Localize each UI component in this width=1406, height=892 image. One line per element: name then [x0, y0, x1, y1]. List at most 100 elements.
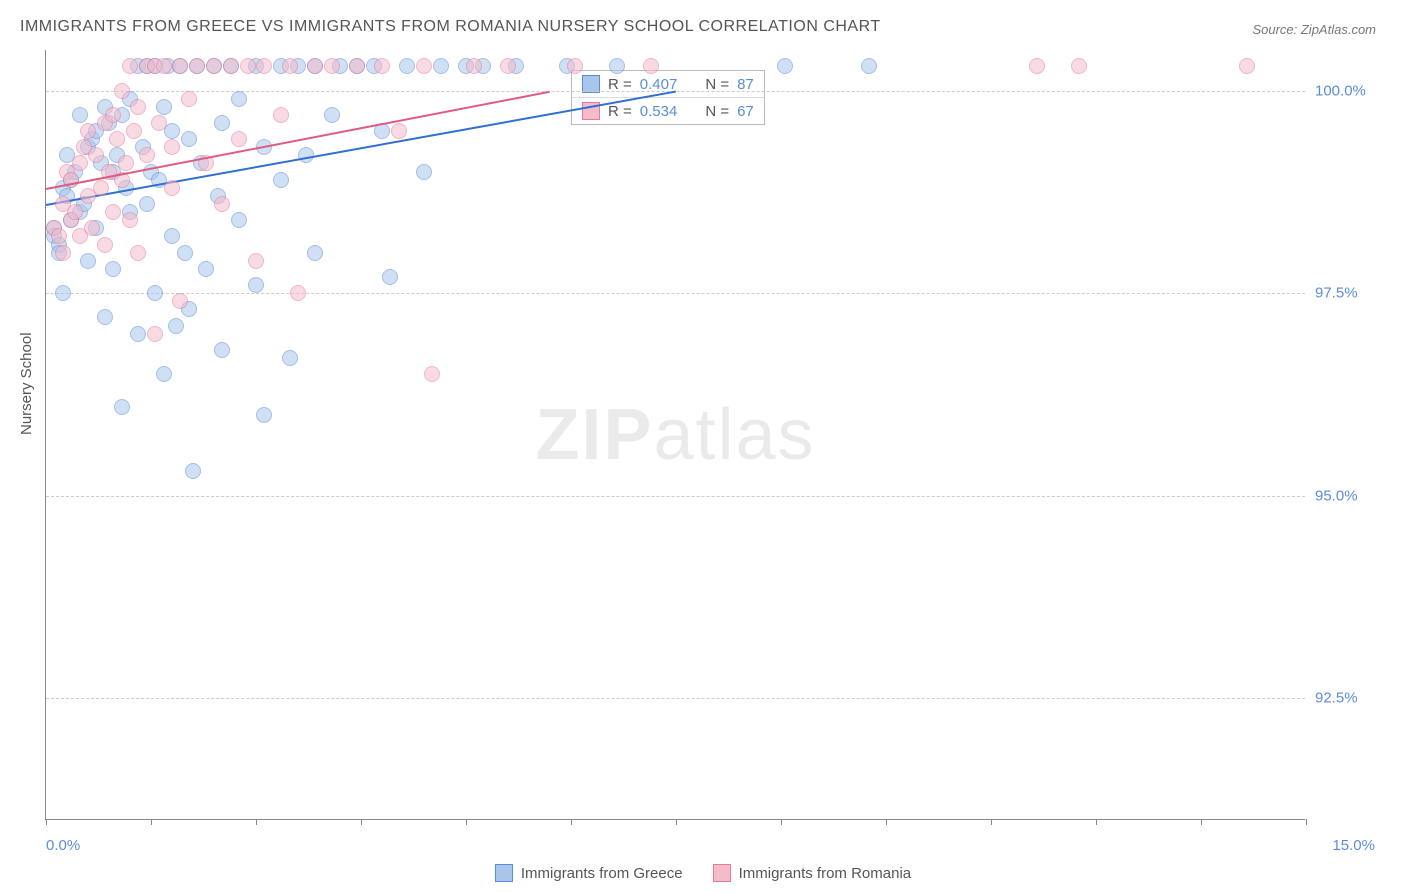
scatter-point — [181, 131, 197, 147]
scatter-point — [164, 139, 180, 155]
scatter-point — [130, 99, 146, 115]
scatter-point — [80, 123, 96, 139]
scatter-point — [643, 58, 659, 74]
scatter-point — [55, 285, 71, 301]
scatter-point — [172, 58, 188, 74]
scatter-point — [433, 58, 449, 74]
scatter-point — [424, 366, 440, 382]
scatter-point — [223, 58, 239, 74]
source-label: Source: ZipAtlas.com — [1252, 22, 1376, 37]
scatter-point — [324, 58, 340, 74]
scatter-point — [109, 131, 125, 147]
scatter-point — [118, 155, 134, 171]
x-tick — [256, 819, 257, 825]
r-label: R = — [608, 103, 632, 120]
scatter-point — [466, 58, 482, 74]
y-tick-label: 100.0% — [1315, 82, 1385, 99]
scatter-point — [391, 123, 407, 139]
scatter-point — [282, 58, 298, 74]
x-max-label: 15.0% — [1332, 837, 1375, 854]
y-tick-label: 92.5% — [1315, 690, 1385, 707]
chart-title: IMMIGRANTS FROM GREECE VS IMMIGRANTS FRO… — [20, 18, 881, 36]
scatter-point — [231, 131, 247, 147]
x-min-label: 0.0% — [46, 837, 80, 854]
scatter-point — [307, 245, 323, 261]
stat-row: R = 0.534 N = 67 — [572, 97, 764, 124]
scatter-point — [80, 253, 96, 269]
scatter-point — [139, 147, 155, 163]
scatter-point — [256, 407, 272, 423]
scatter-point — [1239, 58, 1255, 74]
scatter-point — [172, 293, 188, 309]
scatter-point — [114, 83, 130, 99]
x-tick — [151, 819, 152, 825]
x-tick — [466, 819, 467, 825]
y-axis-label: Nursery School — [18, 332, 35, 435]
scatter-point — [382, 269, 398, 285]
chart-plot-area: ZIPatlas R = 0.407N = 87R = 0.534N = 67 … — [45, 50, 1305, 820]
scatter-point — [164, 180, 180, 196]
gridline — [46, 698, 1305, 699]
scatter-point — [500, 58, 516, 74]
scatter-point — [105, 107, 121, 123]
scatter-point — [181, 91, 197, 107]
scatter-point — [177, 245, 193, 261]
scatter-point — [84, 220, 100, 236]
scatter-point — [273, 172, 289, 188]
scatter-point — [156, 366, 172, 382]
scatter-point — [189, 58, 205, 74]
scatter-point — [1029, 58, 1045, 74]
scatter-point — [168, 318, 184, 334]
scatter-point — [185, 463, 201, 479]
scatter-point — [156, 99, 172, 115]
scatter-point — [416, 58, 432, 74]
scatter-point — [324, 107, 340, 123]
legend-label: Immigrants from Greece — [521, 865, 683, 882]
scatter-point — [147, 326, 163, 342]
r-value: 0.534 — [640, 103, 678, 120]
scatter-point — [231, 91, 247, 107]
n-label: N = — [705, 103, 729, 120]
legend-swatch — [495, 864, 513, 882]
scatter-point — [130, 245, 146, 261]
scatter-point — [231, 212, 247, 228]
scatter-point — [97, 237, 113, 253]
scatter-point — [214, 115, 230, 131]
x-tick — [46, 819, 47, 825]
gridline — [46, 293, 1305, 294]
x-tick — [571, 819, 572, 825]
scatter-point — [97, 309, 113, 325]
n-value: 67 — [737, 103, 754, 120]
scatter-point — [156, 58, 172, 74]
scatter-point — [105, 204, 121, 220]
scatter-point — [114, 399, 130, 415]
scatter-point — [777, 58, 793, 74]
scatter-point — [72, 155, 88, 171]
watermark: ZIPatlas — [535, 394, 815, 476]
scatter-point — [282, 350, 298, 366]
y-tick-label: 97.5% — [1315, 285, 1385, 302]
scatter-point — [349, 58, 365, 74]
scatter-point — [130, 326, 146, 342]
scatter-point — [290, 285, 306, 301]
scatter-point — [105, 261, 121, 277]
x-tick — [781, 819, 782, 825]
scatter-point — [609, 58, 625, 74]
scatter-point — [164, 228, 180, 244]
scatter-point — [416, 164, 432, 180]
scatter-point — [122, 212, 138, 228]
legend-swatch — [713, 864, 731, 882]
x-tick — [886, 819, 887, 825]
scatter-point — [256, 58, 272, 74]
scatter-point — [214, 342, 230, 358]
scatter-point — [861, 58, 877, 74]
correlation-stats-box: R = 0.407N = 87R = 0.534N = 67 — [571, 70, 765, 125]
scatter-point — [1071, 58, 1087, 74]
scatter-point — [307, 58, 323, 74]
scatter-point — [198, 261, 214, 277]
scatter-point — [567, 58, 583, 74]
scatter-point — [67, 204, 83, 220]
scatter-point — [139, 196, 155, 212]
legend-item: Immigrants from Greece — [495, 864, 683, 882]
scatter-point — [51, 228, 67, 244]
